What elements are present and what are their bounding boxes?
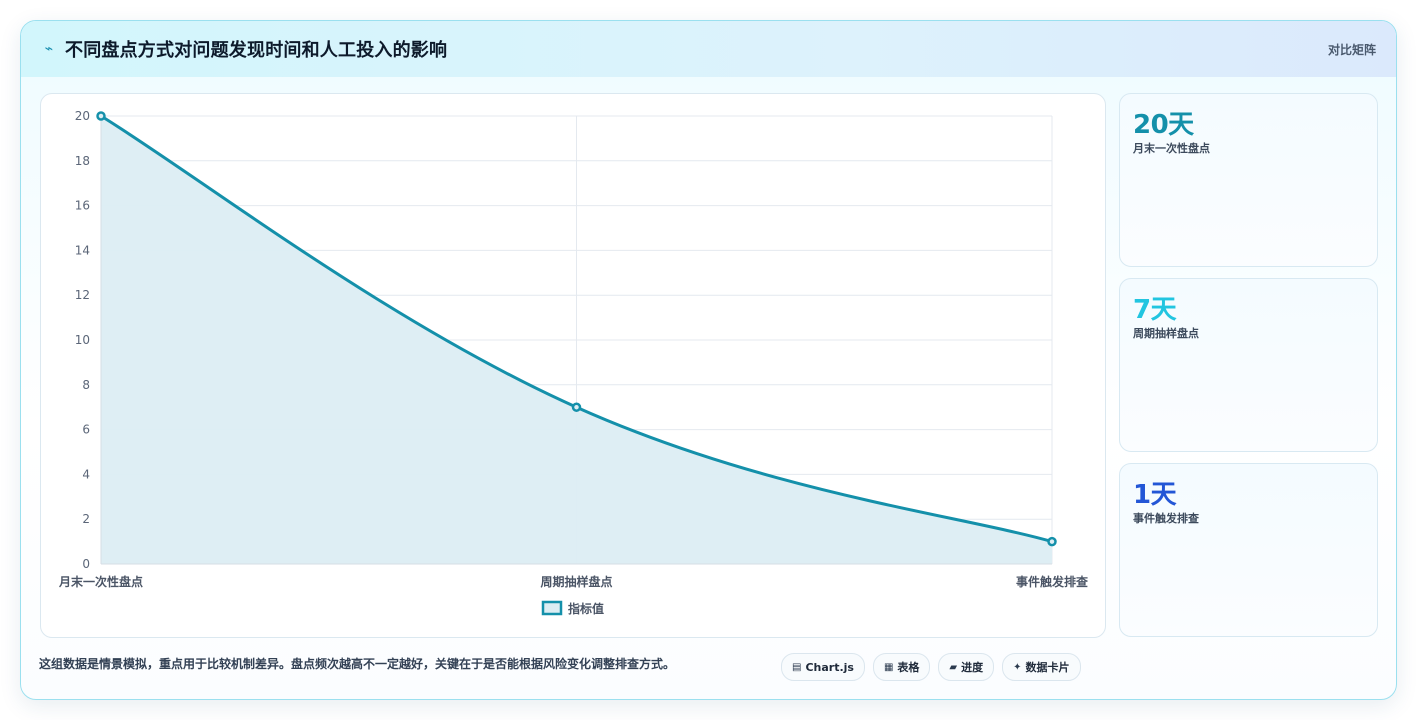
chip-chartjs[interactable]: ▤ Chart.js (781, 653, 865, 681)
panel-header: ⌁ 不同盘点方式对问题发现时间和人工投入的影响 对比矩阵 (21, 21, 1396, 77)
x-tick-label: 周期抽样盘点 (540, 574, 612, 589)
panel-title: 不同盘点方式对问题发现时间和人工投入的影响 (65, 40, 448, 61)
card-icon: ✦ (1013, 661, 1022, 673)
y-tick-label: 4 (82, 467, 90, 481)
x-tick-label: 事件触发排查 (1016, 574, 1089, 589)
chip-bar: ▤ Chart.js ▦ 表格 ▰ 进度 ✦ 数据卡片 (781, 653, 1081, 681)
stat-card-3: 1天 事件触发排查 (1119, 463, 1378, 637)
y-tick-label: 14 (75, 243, 90, 257)
footnote: 这组数据是情景模拟，重点用于比较机制差异。盘点频次越高不一定越好，关键在于是否能… (39, 657, 676, 671)
y-tick-label: 6 (82, 423, 90, 437)
chip-data-card[interactable]: ✦ 数据卡片 (1002, 653, 1081, 681)
progress-icon: ▰ (949, 661, 958, 673)
chip-label: 进度 (961, 661, 984, 674)
y-tick-label: 10 (75, 333, 90, 347)
chip-table[interactable]: ▦ 表格 (872, 653, 931, 681)
y-tick-label: 0 (82, 557, 90, 571)
chart-card: 0 2 4 6 8 10 12 14 16 18 20 月末一次性盘点 周期抽样盘点 事件触发排查指标值 (40, 93, 1106, 638)
y-tick-label: 8 (82, 378, 90, 392)
data-point (571, 402, 582, 412)
stat-card-1: 20天 月末一次性盘点 (1119, 93, 1378, 267)
comparison-panel: ⌁ 不同盘点方式对问题发现时间和人工投入的影响 对比矩阵 0 2 4 6 8 10 12 14… (20, 20, 1397, 700)
chip-progress[interactable]: ▰ 进度 (938, 653, 995, 681)
data-point (1047, 536, 1057, 547)
series-area (101, 116, 1052, 564)
lightning-icon: ⌁ (44, 41, 54, 57)
stat-card-2: 7天 周期抽样盘点 (1119, 278, 1378, 452)
legend-label: 指标值 (568, 601, 604, 616)
chip-label: Chart.js (805, 660, 854, 674)
stat-value: 7天 (1133, 295, 1177, 325)
legend-swatch (541, 600, 563, 616)
x-tick-label: 月末一次性盘点 (58, 574, 143, 589)
panel-tag: 对比矩阵 (1327, 43, 1376, 57)
y-tick-label: 20 (75, 109, 90, 123)
stat-label: 事件触发排查 (1133, 512, 1199, 525)
stat-label: 周期抽样盘点 (1133, 327, 1199, 340)
y-tick-label: 2 (82, 512, 90, 526)
chip-label: 表格 (897, 661, 920, 674)
stat-value: 20天 (1133, 110, 1194, 140)
y-tick-label: 16 (75, 199, 90, 213)
y-tick-label: 18 (75, 154, 90, 168)
y-tick-label: 12 (75, 288, 90, 302)
stat-value: 1天 (1133, 480, 1177, 510)
chart-icon: ▤ (792, 661, 802, 673)
chip-label: 数据卡片 (1025, 661, 1070, 674)
stat-label: 月末一次性盘点 (1133, 142, 1210, 155)
data-point (96, 111, 106, 121)
table-icon: ▦ (883, 661, 894, 673)
